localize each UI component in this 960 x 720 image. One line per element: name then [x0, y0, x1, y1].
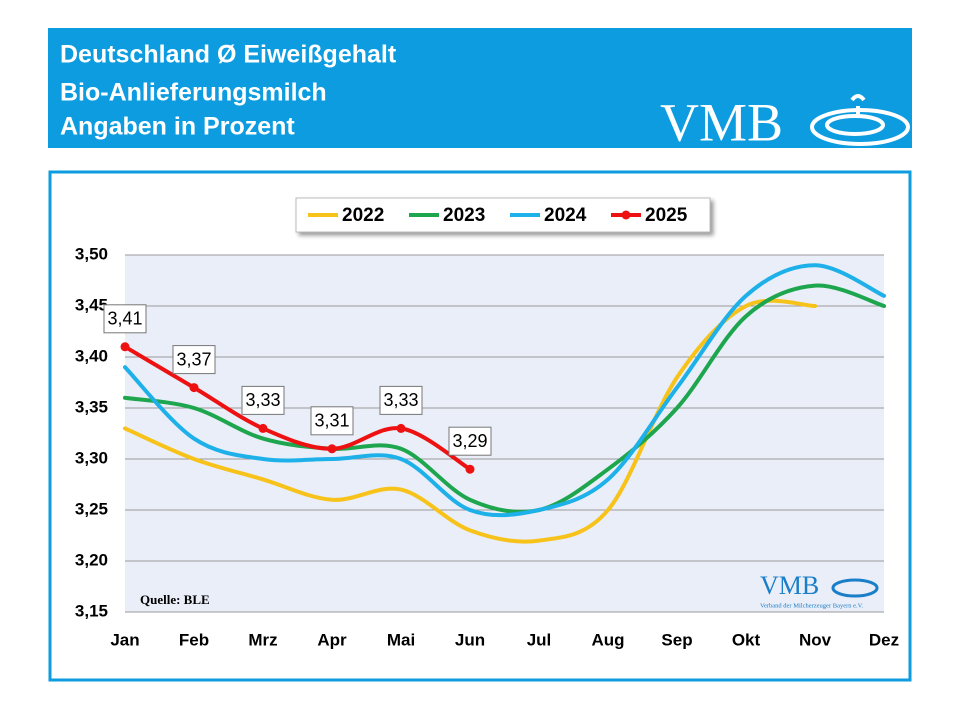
data-label-box [310, 406, 354, 436]
data-label-box [379, 385, 423, 415]
data-label: 3,41 [107, 309, 142, 329]
x-tick-label: Feb [179, 630, 209, 649]
title-banner [48, 28, 912, 148]
marker [327, 444, 337, 454]
logo: VMB [660, 92, 783, 152]
x-tick-label: Jul [527, 630, 552, 649]
series-line [123, 298, 817, 544]
lines [120, 263, 886, 544]
y-tick-label: 3,50 [75, 244, 108, 263]
y-tick-label: 3,30 [75, 448, 108, 467]
data-label-box [103, 304, 147, 334]
marker [465, 464, 475, 474]
logo-swirl [831, 578, 879, 598]
x-tick-label: Okt [732, 630, 761, 649]
series-line [123, 263, 886, 518]
marker [396, 423, 406, 433]
title: Bio-Anlieferungsmilch [60, 79, 327, 107]
x-tick-label: Sep [661, 630, 692, 649]
logo-small: VMB [760, 571, 819, 600]
plot-area [125, 255, 884, 612]
data-label-box [172, 345, 216, 375]
logo-swirl [810, 94, 910, 146]
legend-label: 2023 [443, 205, 485, 226]
x-tick-label: Dez [869, 630, 899, 649]
series-line [123, 283, 886, 514]
y-tick-label: 3,15 [75, 601, 108, 620]
legend-label: 2025 [645, 205, 688, 226]
data-label: 3,33 [383, 390, 418, 410]
legend-label: 2022 [342, 205, 384, 226]
labels: 3,41 3,37 3,33 3,31 3,33 3,29 [103, 304, 492, 456]
data-label: 3,31 [314, 411, 349, 431]
data-label: 3,29 [452, 431, 487, 451]
legend-marker [621, 210, 631, 220]
y-tick-label: 3,35 [75, 397, 108, 416]
x-tick-label: Mai [387, 630, 415, 649]
x-tick-label: Jun [455, 630, 485, 649]
y-tick-label: 3,25 [75, 499, 108, 518]
legend-label: 2024 [544, 205, 587, 226]
y-tick-label: 3,40 [75, 346, 108, 365]
legend-items: 2022 2023 2024 2025 [308, 205, 688, 226]
marker [258, 423, 268, 433]
x-tick-label: Jan [110, 630, 139, 649]
x-tick-label: Mrz [248, 630, 277, 649]
x-tick-label: Apr [317, 630, 347, 649]
series-line [123, 344, 472, 472]
data-label: 3,37 [176, 349, 211, 369]
data-label-box [241, 385, 285, 415]
title: Deutschland Ø Eiweißgehalt [60, 41, 397, 69]
x-tick-label: Aug [591, 630, 624, 649]
data-label: 3,33 [245, 390, 280, 410]
y-tick-label: 3,20 [75, 550, 108, 569]
x-tick-label: Nov [799, 630, 832, 649]
title: Angaben in Prozent [60, 113, 295, 141]
marker [189, 383, 199, 393]
source: Quelle: BLE [140, 592, 210, 607]
y-tick-label: 3,45 [75, 295, 108, 314]
marker [120, 342, 130, 352]
logo-caption: Verband der Milcherzeuger Bayern e.V. [760, 602, 863, 609]
data-label-box [448, 426, 492, 456]
